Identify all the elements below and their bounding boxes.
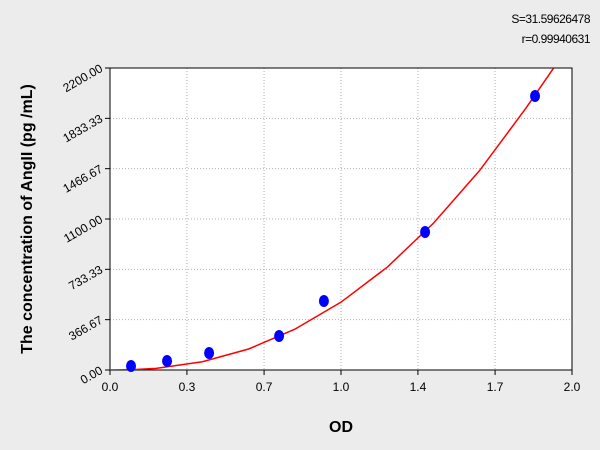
data-point: [204, 346, 215, 359]
x-tick-label: 2.0: [564, 380, 581, 394]
annotation: S=31.59626478: [511, 12, 590, 26]
annotation: r=0.99940631: [522, 32, 591, 46]
plot-frame: [109, 67, 573, 371]
x-axis-label: OD: [329, 419, 353, 436]
data-point: [162, 354, 173, 367]
x-tick-label: 1.4: [410, 380, 427, 394]
x-tick-label: 1.0: [333, 380, 350, 394]
fit-curve: [110, 67, 555, 370]
x-tick-label: 0.0: [102, 380, 119, 394]
data-point: [318, 294, 329, 307]
x-tick-label: 1.7: [487, 380, 504, 394]
data-point: [420, 226, 431, 239]
data-point: [126, 360, 137, 373]
y-axis-label: The concentration of AngII (pg /mL): [19, 84, 36, 354]
x-tick-label: 0.3: [179, 380, 196, 394]
data-point: [274, 329, 285, 342]
x-tick-label: 0.7: [256, 380, 273, 394]
data-point: [530, 90, 541, 103]
